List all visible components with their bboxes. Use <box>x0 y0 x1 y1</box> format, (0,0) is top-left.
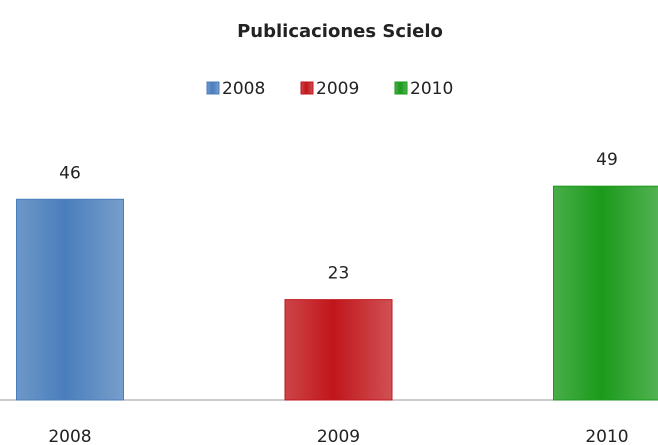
chart-title: Publicaciones Scielo <box>237 21 443 42</box>
x-tick-label: 2010 <box>585 427 628 445</box>
data-label: 46 <box>59 163 81 183</box>
legend-label: 2010 <box>410 79 453 99</box>
x-tick-label: 2008 <box>48 427 91 445</box>
legend-swatch <box>206 81 220 95</box>
bar <box>16 198 124 401</box>
data-label: 49 <box>596 150 618 170</box>
legend-swatch <box>394 81 408 95</box>
bar <box>553 185 658 401</box>
legend-label: 2009 <box>316 79 359 99</box>
legend-swatch <box>300 81 314 95</box>
x-tick-label: 2009 <box>317 427 360 445</box>
bar <box>284 299 393 401</box>
data-label: 23 <box>328 264 350 284</box>
legend-label: 2008 <box>222 79 265 99</box>
